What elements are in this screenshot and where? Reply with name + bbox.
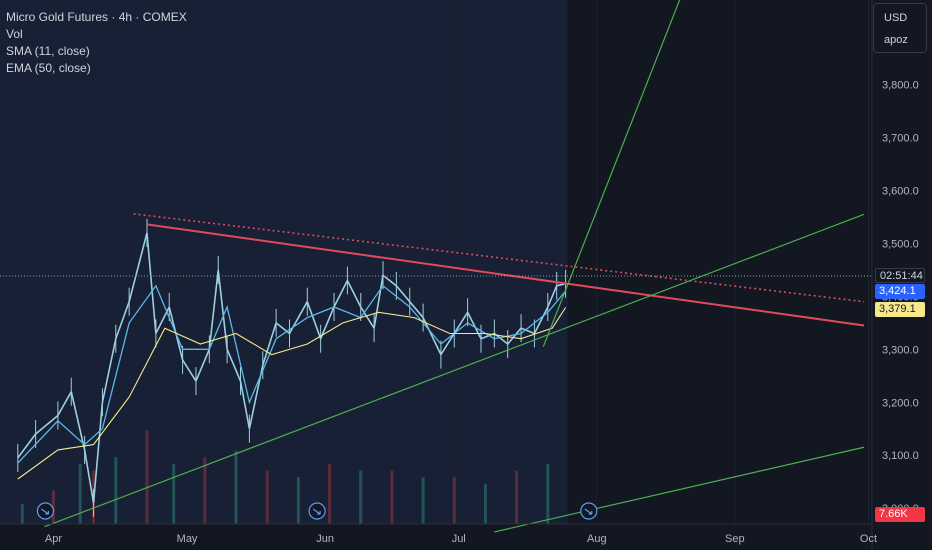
- event-marker-icon[interactable]: [308, 502, 326, 520]
- y-tick-label: 3,300.0: [882, 344, 919, 356]
- x-tick-label: Sep: [725, 533, 745, 545]
- currency-label[interactable]: USD: [884, 12, 908, 24]
- price-segment: [239, 380, 251, 429]
- volume-bar: [145, 430, 149, 524]
- last-price-tag: 3,424.1: [875, 284, 925, 299]
- price-segment: [382, 274, 397, 287]
- volume-bar: [265, 470, 269, 524]
- event-marker-icon[interactable]: [580, 502, 598, 520]
- x-tick-label: Aug: [587, 533, 607, 545]
- sma-line: [17, 284, 567, 464]
- x-tick-label: Jun: [316, 533, 334, 545]
- price-segment: [92, 402, 104, 503]
- currency-unit-selector[interactable]: USD apoz: [873, 3, 927, 53]
- ema-line: [17, 307, 567, 480]
- projection-trendline: [542, 0, 681, 347]
- price-segment: [319, 306, 335, 340]
- volume-bar: [78, 464, 82, 524]
- volume-bar: [421, 477, 425, 524]
- price-segment: [17, 433, 37, 459]
- support-lower-trendline: [494, 446, 865, 533]
- price-segment: [440, 333, 455, 356]
- event-arrow-icon: [312, 508, 321, 515]
- unit-label[interactable]: apoz: [884, 34, 908, 46]
- price-segment: [520, 327, 535, 335]
- price-segment: [346, 280, 362, 308]
- volume-bar: [51, 490, 55, 524]
- volume-bar: [359, 470, 363, 524]
- event-arrow-icon: [584, 508, 593, 515]
- price-segment: [466, 311, 482, 340]
- x-tick-label: Apr: [45, 533, 62, 545]
- indicator-vol[interactable]: Vol: [6, 27, 23, 41]
- price-segment: [306, 301, 322, 340]
- volume-bar: [390, 470, 394, 524]
- volume-bar: [203, 457, 207, 524]
- y-tick-label: 3,700.0: [882, 133, 919, 145]
- event-arrow-icon: [41, 508, 50, 515]
- symbol-title[interactable]: Micro Gold Futures · 4h · COMEX: [6, 10, 187, 24]
- price-segment: [333, 280, 349, 308]
- price-segment: [261, 322, 277, 366]
- price-segment: [195, 349, 211, 382]
- resistance-trendline: [146, 223, 865, 327]
- volume-bar: [296, 477, 300, 524]
- x-tick-label: Oct: [860, 533, 877, 545]
- price-segment: [146, 232, 157, 334]
- bar-countdown-tag: 02:51:44: [875, 268, 925, 283]
- price-segment: [533, 306, 549, 334]
- price-segment: [453, 311, 469, 334]
- price-segment: [373, 275, 384, 329]
- x-tick-label: Jul: [452, 533, 466, 545]
- price-segment: [507, 327, 522, 345]
- price-segment: [395, 285, 411, 303]
- sma-value-tag: 3,379.1: [875, 302, 925, 317]
- y-tick-label: 3,200.0: [882, 397, 919, 409]
- data-range-highlight: [0, 0, 568, 524]
- y-tick-label: 3,500.0: [882, 238, 919, 250]
- volume-bar: [328, 464, 332, 524]
- support-trendline: [44, 213, 865, 528]
- price-segment: [70, 391, 86, 451]
- y-tick-label: 3,600.0: [882, 186, 919, 198]
- y-tick-label: 3,100.0: [882, 450, 919, 462]
- volume-bar: [172, 464, 176, 524]
- indicator-ema[interactable]: EMA (50, close): [6, 61, 91, 75]
- price-segment: [547, 285, 558, 308]
- price-segment: [57, 391, 72, 416]
- volume-bar: [20, 504, 24, 524]
- x-tick-label: May: [177, 533, 198, 545]
- chart-legend: Micro Gold Futures · 4h · COMEX Vol SMA …: [6, 9, 187, 77]
- price-segment: [226, 349, 242, 382]
- volume-bar: [452, 477, 456, 524]
- price-segment: [115, 301, 130, 340]
- price-segment: [35, 414, 59, 435]
- indicator-sma[interactable]: SMA (11, close): [6, 44, 90, 58]
- volume-bar: [234, 450, 238, 524]
- price-segment: [409, 301, 424, 319]
- volume-bar: [515, 470, 519, 524]
- price-segment: [101, 338, 117, 403]
- volume-bar: [546, 464, 550, 524]
- price-segment: [83, 449, 95, 503]
- volume-value-tag: 7.66K: [875, 507, 925, 522]
- price-segment: [360, 306, 375, 329]
- volume-bar: [483, 484, 487, 524]
- price-segment: [181, 359, 197, 382]
- price-segment: [422, 317, 442, 355]
- event-marker-icon[interactable]: [36, 502, 55, 520]
- price-segment: [208, 269, 220, 350]
- y-tick-label: 3,800.0: [882, 80, 919, 92]
- price-segment: [128, 232, 148, 302]
- volume-bar: [114, 457, 118, 524]
